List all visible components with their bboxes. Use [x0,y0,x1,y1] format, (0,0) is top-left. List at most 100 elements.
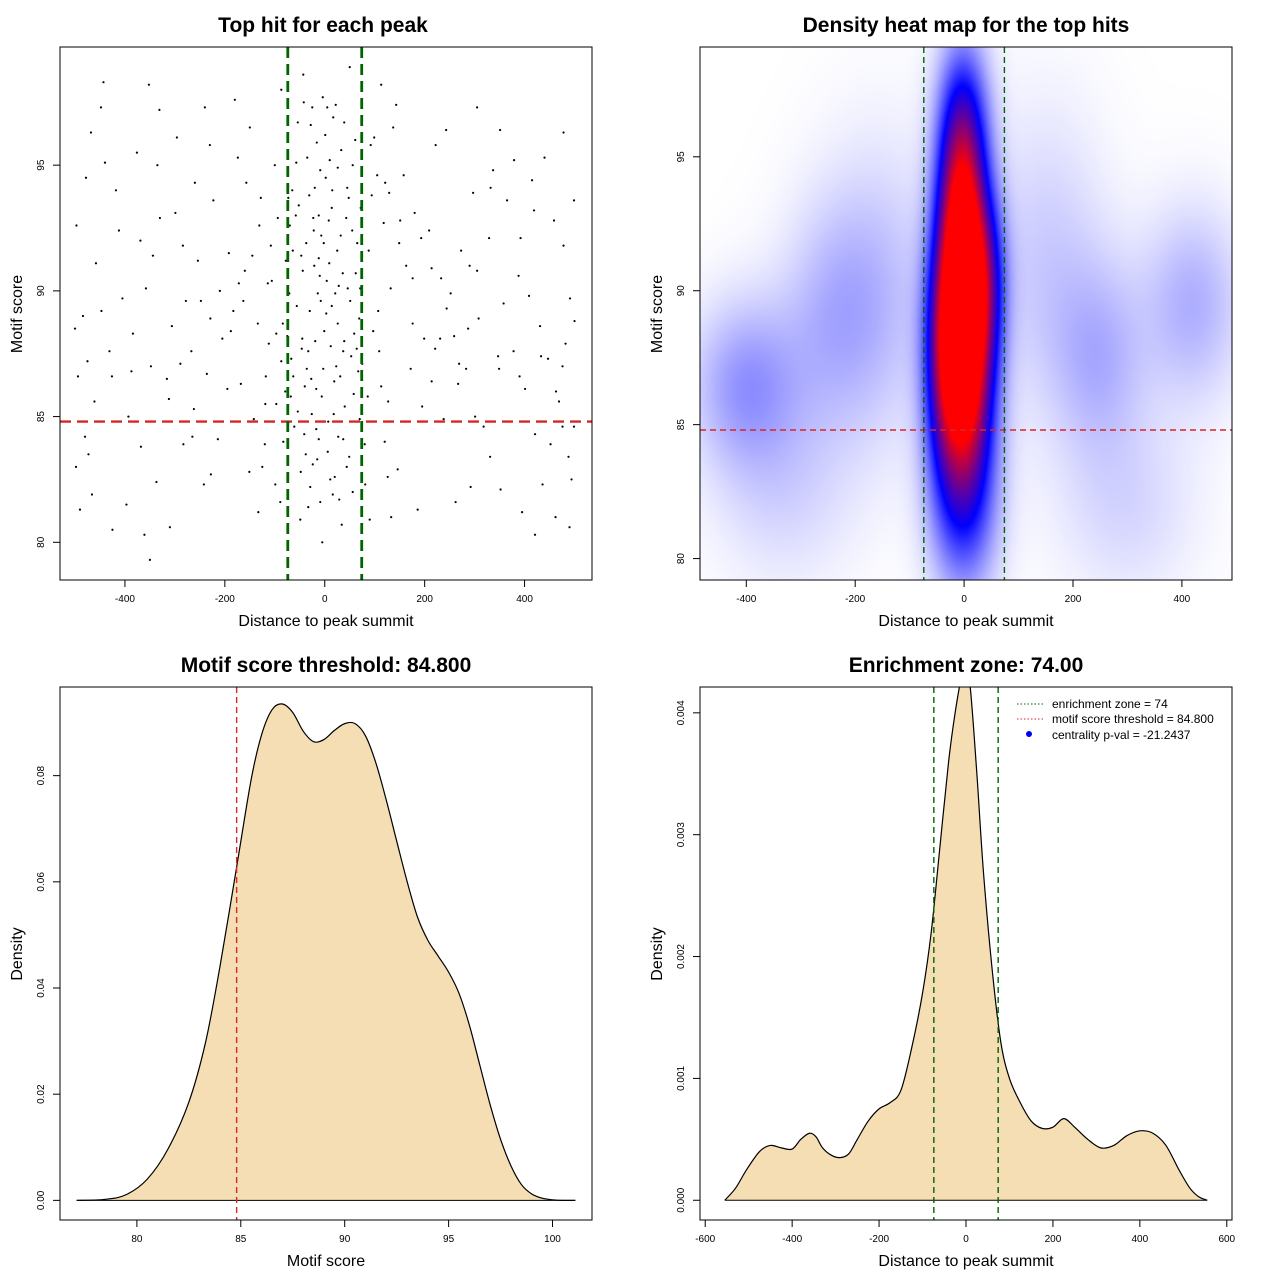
scatter-point [320,395,323,398]
x-tick-label: 100 [544,1234,561,1245]
scatter-point [383,440,386,443]
scatter-point [354,138,357,142]
scatter-point [467,327,470,330]
scatter-point [149,365,153,368]
scatter-point [147,83,151,86]
x-tick-label: -400 [736,594,756,605]
scatter-point [343,405,346,408]
scatter-point [267,342,270,345]
scatter-point [348,66,351,69]
scatter-point [411,277,414,280]
scatter-point [251,254,254,257]
scatter-point [309,123,312,127]
scatter-point [237,282,240,285]
scatter-point [242,299,245,303]
scatter-point [539,355,543,358]
distance-density-y-axis-label: Density [649,927,666,980]
scatter-point [476,269,479,272]
scatter-point [497,367,501,370]
scatter-point [496,355,500,358]
scatter-point [94,262,98,265]
scatter-point [208,143,211,147]
scatter-point [317,257,320,260]
scatter-point [357,370,360,373]
scatter-point [378,350,381,353]
scatter-point [482,425,485,428]
scatter-point [221,337,224,340]
scatter-point [290,357,293,360]
scatter-point [334,292,337,295]
x-tick-label: 200 [1045,1234,1062,1245]
scatter-point [327,420,330,423]
scatter-point [354,272,357,275]
scatter-point [369,143,372,147]
scatter-point [348,455,351,458]
scatter-point [358,317,361,320]
scatter-x-axis-label: Distance to peak summit [238,613,414,630]
scatter-point [319,299,322,303]
scatter-point [111,528,114,531]
scatter-point [561,425,564,428]
scatter-point [530,179,534,182]
scatter-point [248,126,251,129]
scatter-point [349,299,352,303]
scatter-point [300,254,303,257]
scatter-point [264,375,267,378]
legend-label-centrality: centrality p-val = -21.2437 [1052,728,1191,742]
scatter-point [167,397,170,401]
y-tick-label: 0.06 [36,872,47,892]
panel-score-density: Motif score threshold: 84.800 80 85 90 95 10… [9,654,593,1270]
scatter-point [193,181,196,184]
scatter-point [288,224,291,227]
scatter-point [328,262,331,265]
scatter-point [440,277,443,280]
scatter-point [329,478,332,481]
scatter-point [377,309,380,313]
scatter-point [523,387,527,391]
scatter-point [325,312,328,315]
scatter-point [396,468,399,471]
y-tick-label: 95 [36,159,47,171]
density-area [724,687,1208,1201]
scatter-point [445,128,448,132]
panel-scatter: Top hit for each peak -400 -200 0 200 400 80 8… [9,14,593,630]
scatter-point [442,417,445,421]
scatter-point [324,133,327,137]
scatter-point [301,269,304,272]
scatter-point [296,121,299,124]
scatter-point [416,508,419,511]
scatter-point [284,259,287,262]
scatter-point [372,329,375,333]
scatter-point [557,400,561,403]
x-tick-label: 200 [416,594,433,605]
scatter-point [430,380,433,383]
scatter-point [502,302,505,305]
scatter-point [384,181,387,184]
y-tick-label: 0.004 [676,700,687,725]
scatter-point [305,367,308,370]
scatter-point [421,405,424,408]
scatter-point [274,483,277,486]
scatter-y-axis-label: Motif score [9,275,26,353]
scatter-point [148,558,152,561]
legend-key-centrality [1026,731,1032,737]
x-tick-label: 0 [322,594,328,605]
score-density-title: Motif score threshold: 84.800 [181,654,472,677]
scatter-point [84,176,88,179]
scatter-point [218,289,221,292]
scatter-point [264,402,267,406]
scatter-point [445,307,448,310]
scatter-point [275,402,278,406]
scatter-point [449,292,452,295]
scatter-point [280,360,283,363]
scatter-point [512,350,515,353]
distance-density-title: Enrichment zone: 74.00 [849,654,1084,677]
scatter-point [337,435,340,438]
scatter-point [256,322,259,325]
y-tick-label: 0.04 [36,978,47,998]
scatter-point [78,508,82,511]
scatter-point [287,196,290,199]
scatter-point [430,267,433,270]
scatter-point [281,322,284,325]
